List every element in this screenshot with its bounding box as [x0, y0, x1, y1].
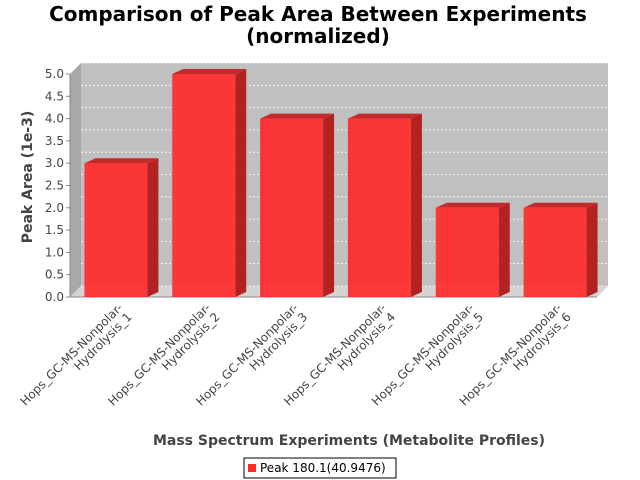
y-tick-label: 1.5 [45, 223, 64, 237]
x-tick-label-line: Hops_GC-MS-Nonpolar- [18, 301, 126, 409]
chart-title-line1: Comparison of Peak Area Between Experime… [49, 2, 587, 26]
bar-top [347, 113, 422, 119]
y-tick-label: 3.5 [45, 134, 64, 148]
y-tick-label: 2.5 [45, 179, 64, 193]
bar [260, 118, 324, 297]
plot-background [81, 63, 608, 286]
bar [172, 74, 236, 297]
y-tick-label: 3.0 [45, 156, 64, 170]
chart-title-line2: (normalized) [246, 24, 390, 48]
bar [84, 163, 148, 297]
legend: Peak 180.1(40.9476) [243, 457, 397, 479]
bar-top [523, 202, 598, 208]
bar [523, 207, 587, 297]
bar-top [172, 69, 247, 74]
y-tick-label: 0.0 [45, 290, 64, 304]
bar-side [586, 202, 598, 297]
bar-side [410, 113, 422, 297]
bar-top [84, 158, 159, 164]
bar-top [260, 113, 335, 119]
y-axis-label: Peak Area (1e-3) [20, 111, 36, 244]
bar-side [323, 113, 335, 297]
y-tick-label: 0.5 [45, 268, 64, 282]
plot-side-wall [70, 63, 81, 297]
bar-side [498, 202, 510, 297]
bar [435, 207, 499, 297]
y-tick-label: 4.0 [45, 112, 64, 126]
bar-side [235, 69, 247, 297]
y-tick-label: 1.0 [45, 245, 64, 259]
legend-label: Peak 180.1(40.9476) [260, 461, 386, 475]
plot-area: 0.0 0.5 1.0 1.5 2.0 2.5 3.0 3.5 4.0 4.5 5.0 Hops_GC… [18, 62, 608, 409]
y-tick-label: 4.5 [45, 89, 64, 103]
y-tick-label: 2.0 [45, 201, 64, 215]
legend-box [243, 457, 397, 479]
bar-top [435, 202, 510, 208]
bar [347, 118, 411, 297]
legend-swatch [248, 464, 256, 472]
bar-side [147, 158, 159, 297]
x-axis-label: Mass Spectrum Experiments (Metabolite Pr… [153, 433, 545, 449]
y-tick-label: 5.0 [45, 67, 64, 81]
